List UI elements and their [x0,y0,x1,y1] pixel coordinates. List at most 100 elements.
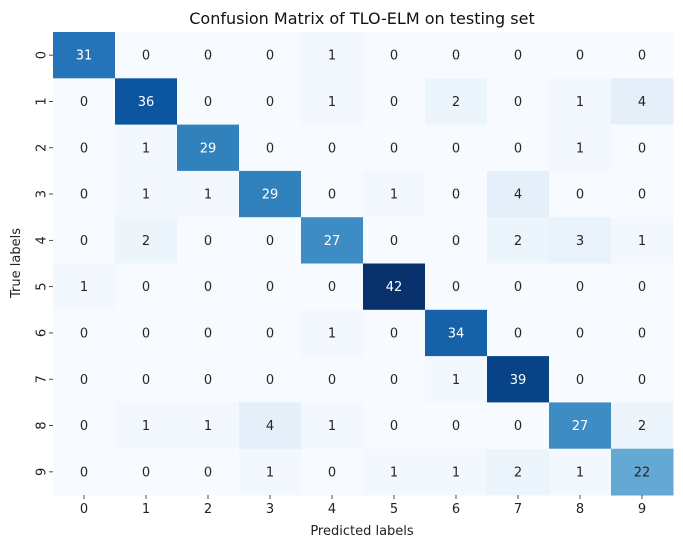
cell-value-label-9-7: 2 [514,465,522,480]
cell-value-label-3-8: 0 [576,188,584,203]
heatmap-cell-9-9 [611,448,674,496]
heatmap-cell-3-9 [611,170,674,218]
x-tick-label-9: 9 [638,502,646,517]
cell-value-label-4-2: 0 [204,234,212,249]
heatmap-cell-1-9 [611,78,674,126]
heatmap-cell-7-6 [425,356,488,403]
heatmap-cell-6-5 [363,309,426,357]
cell-value-label-1-8: 1 [576,95,584,110]
heatmap-cell-4-1 [115,217,178,264]
heatmap-cell-8-0 [53,402,116,450]
heatmap-cell-3-3 [239,170,302,218]
heatmap-cell-5-9 [611,263,674,311]
y-tick-label-4: 4 [35,236,50,244]
cell-value-label-8-0: 0 [80,419,88,434]
heatmap-cell-2-7 [487,124,550,172]
heatmap-cell-4-5 [363,217,426,264]
x-tick-label-6: 6 [452,502,460,517]
cell-value-label-5-7: 0 [514,280,522,295]
chart-title: Confusion Matrix of TLO-ELM on testing s… [189,9,535,28]
heatmap-cell-1-0 [53,78,116,126]
cell-value-label-5-1: 0 [142,280,150,295]
cell-value-label-6-7: 0 [514,326,522,341]
x-tick-label-0: 0 [80,502,88,517]
heatmap-cell-9-7 [487,448,550,496]
cell-value-label-5-9: 0 [638,280,646,295]
x-tick-label-8: 8 [576,502,584,517]
cell-value-label-2-3: 0 [266,141,274,156]
cell-value-label-9-5: 1 [390,465,398,480]
heatmap-cell-7-3 [239,356,302,403]
cell-value-label-5-2: 0 [204,280,212,295]
heatmap-cell-4-8 [549,217,612,264]
heatmap-cell-8-2 [177,402,240,450]
heatmap-cell-9-8 [549,448,612,496]
heatmap-cell-4-6 [425,217,488,264]
cell-value-label-6-9: 0 [638,326,646,341]
cell-value-label-1-7: 0 [514,95,522,110]
heatmap-cell-1-3 [239,78,302,126]
cell-value-label-4-9: 1 [638,234,646,249]
heatmap-cell-4-7 [487,217,550,264]
heatmap-cell-3-8 [549,170,612,218]
cell-value-label-9-6: 1 [452,465,460,480]
heatmap-cell-3-7 [487,170,550,218]
heatmap-cell-2-4 [301,124,364,172]
heatmap-cell-4-3 [239,217,302,264]
y-axis-ticks: 0 1 2 3 4 5 6 7 8 9 [35,51,53,476]
heatmap-cell-6-7 [487,309,550,357]
cell-value-label-4-0: 0 [80,234,88,249]
heatmap-cell-2-5 [363,124,426,172]
cell-value-label-1-1: 36 [138,95,155,110]
heatmap-cell-7-8 [549,356,612,403]
heatmap-cell-5-1 [115,263,178,311]
heatmap-cell-1-5 [363,78,426,126]
heatmap-cell-0-2 [177,32,240,79]
cell-value-label-3-3: 29 [262,188,279,203]
cell-value-label-4-7: 2 [514,234,522,249]
cell-value-label-7-5: 0 [390,373,398,388]
heatmap-cell-9-4 [301,448,364,496]
cell-value-label-1-3: 0 [266,95,274,110]
heatmap-cell-0-7 [487,32,550,79]
cell-value-label-3-1: 1 [142,188,150,203]
x-tick-label-3: 3 [266,502,274,517]
cell-value-label-6-6: 34 [448,326,465,341]
heatmap-cell-9-3 [239,448,302,496]
cell-value-label-0-0: 31 [76,49,93,64]
cell-value-label-9-9: 22 [634,465,651,480]
heatmap-cell-8-3 [239,402,302,450]
cell-value-label-8-7: 0 [514,419,522,434]
heatmap-cell-0-9 [611,32,674,79]
heatmap-cell-8-7 [487,402,550,450]
y-axis-label: True labels [9,228,24,299]
x-axis-ticks: 0 1 2 3 4 5 6 7 8 9 [80,495,646,517]
heatmap-cell-6-4 [301,309,364,357]
heatmap-cell-6-8 [549,309,612,357]
cell-value-label-4-5: 0 [390,234,398,249]
cell-value-label-8-8: 27 [572,419,589,434]
heatmap-cell-1-6 [425,78,488,126]
heatmap-cell-6-6 [425,309,488,357]
cell-value-label-0-2: 0 [204,49,212,64]
x-axis-label: Predicted labels [310,524,414,539]
cell-value-label-6-0: 0 [80,326,88,341]
cell-value-label-0-3: 0 [266,49,274,64]
y-tick-label-8: 8 [35,421,50,429]
heatmap-cell-6-1 [115,309,178,357]
heatmap-cell-6-0 [53,309,116,357]
cell-value-label-2-0: 0 [80,141,88,156]
heatmap-cell-8-6 [425,402,488,450]
heatmap-cell-0-5 [363,32,426,79]
cell-value-label-1-2: 0 [204,95,212,110]
cell-value-label-0-1: 0 [142,49,150,64]
heatmap-cell-5-3 [239,263,302,311]
y-tick-label-1: 1 [35,97,50,105]
heatmap-cell-8-5 [363,402,426,450]
cell-value-label-3-6: 0 [452,188,460,203]
cell-value-label-4-4: 27 [324,234,341,249]
heatmap-cell-7-0 [53,356,116,403]
cell-value-label-2-9: 0 [638,141,646,156]
heatmap-cell-8-4 [301,402,364,450]
